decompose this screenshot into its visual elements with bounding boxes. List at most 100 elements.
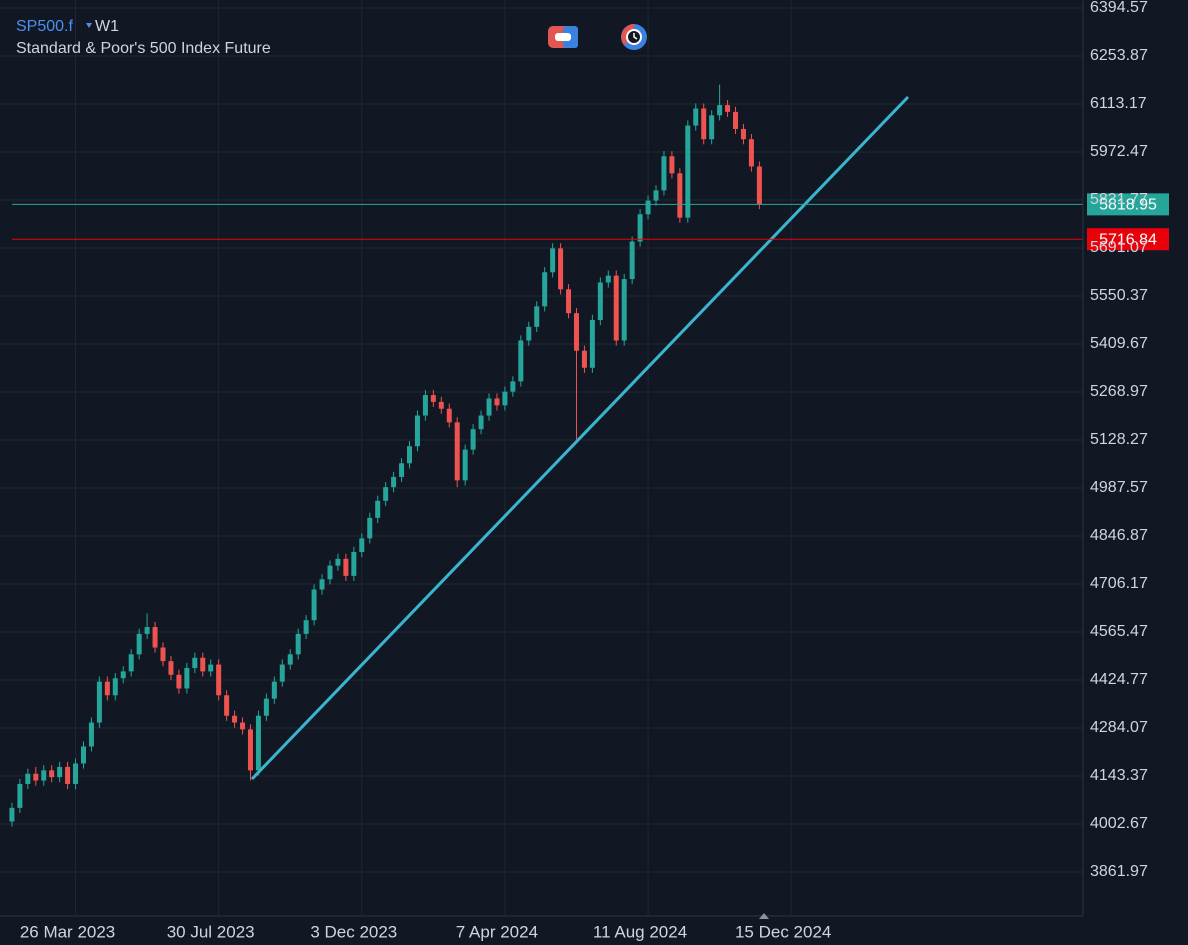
y-tick-label: 5268.97	[1090, 383, 1148, 400]
candle-body	[208, 664, 214, 672]
y-tick-label: 3861.97	[1090, 863, 1148, 880]
candle-body	[438, 401, 444, 409]
y-tick-label: 6394.57	[1090, 0, 1148, 16]
x-tick-label: 26 Mar 2023	[20, 922, 115, 941]
candle-body	[430, 395, 436, 402]
trade-button[interactable]	[548, 26, 578, 48]
candle-body	[343, 558, 349, 576]
candle-body	[629, 241, 635, 280]
candle-body	[613, 275, 619, 341]
candle-body	[748, 139, 754, 167]
candle-body	[9, 807, 15, 822]
candle-body	[88, 722, 94, 747]
y-tick-label: 4284.07	[1090, 719, 1148, 736]
y-tick-label: 5691.07	[1090, 239, 1148, 256]
y-tick-label: 5128.27	[1090, 431, 1148, 448]
candle-body	[57, 766, 63, 778]
candle-body	[128, 654, 134, 672]
price-label-box	[1087, 228, 1169, 251]
y-tick-label: 4424.77	[1090, 671, 1148, 688]
y-tick-label: 6113.17	[1090, 95, 1147, 112]
price-label: 5818.95	[1099, 197, 1157, 214]
candle-body	[271, 681, 277, 699]
y-tick-label: 4706.17	[1090, 575, 1148, 592]
candle-body	[407, 446, 413, 464]
candle-body	[351, 551, 357, 576]
candle-body	[287, 654, 293, 665]
candle-body	[80, 746, 86, 764]
candle-body	[581, 350, 587, 368]
candle-body	[311, 589, 317, 621]
clock-hands	[633, 33, 638, 40]
candle-body	[33, 773, 39, 781]
price-lines: 5818.95 5716.84	[12, 193, 1169, 251]
price-label: 5716.84	[1099, 231, 1157, 248]
current-bar-marker	[759, 913, 769, 919]
candle-body	[653, 190, 659, 201]
y-tick-label: 5972.47	[1090, 143, 1148, 160]
trend-line[interactable]	[250, 95, 910, 781]
candle-body	[637, 214, 643, 242]
candle-body	[391, 476, 397, 488]
candle-body	[589, 320, 595, 368]
candle-body	[176, 674, 182, 689]
candle-body	[160, 647, 166, 662]
candle-body	[454, 422, 460, 481]
x-tick-label: 30 Jul 2023	[167, 922, 255, 941]
candle-body	[494, 398, 500, 406]
symbol[interactable]: SP500.f	[16, 18, 73, 35]
candle-body	[168, 661, 174, 675]
candle-body	[224, 695, 230, 716]
candle-body	[645, 200, 651, 215]
y-tick-label: 4846.87	[1090, 527, 1148, 544]
candle-body	[375, 500, 381, 518]
candle-body	[542, 272, 548, 307]
y-tick-label: 5831.77	[1090, 191, 1148, 208]
candle-body	[319, 579, 325, 590]
candle-body	[462, 449, 468, 481]
candle-body	[446, 408, 452, 423]
candle-body	[152, 627, 158, 648]
candle-body	[383, 487, 389, 501]
x-tick-label: 11 Aug 2024	[593, 922, 687, 941]
candle-body	[399, 463, 405, 477]
candle-body	[701, 108, 707, 140]
y-tick-label: 4143.37	[1090, 767, 1148, 784]
candle-body	[65, 766, 71, 784]
y-tick-label: 4002.67	[1090, 815, 1148, 832]
candle-body	[216, 664, 222, 696]
clock-button[interactable]	[621, 24, 647, 50]
candle-body	[247, 729, 253, 771]
candle-body	[534, 306, 540, 327]
candle-body	[184, 667, 190, 689]
candle-body	[144, 627, 150, 634]
candle-body	[41, 770, 47, 781]
candle-body	[470, 429, 476, 450]
candle-body	[740, 128, 746, 140]
candle-body	[73, 763, 79, 784]
y-tick-label: 4565.47	[1090, 623, 1148, 640]
instrument-name: Standard & Poor's 500 Index Future	[16, 40, 271, 57]
candle-body	[550, 248, 556, 273]
candle-body	[605, 275, 611, 283]
candle-body	[200, 657, 206, 672]
candle-body	[677, 173, 683, 218]
candle-body	[96, 681, 102, 723]
candle-body	[303, 620, 309, 634]
candle-body	[558, 248, 564, 290]
y-tick-label: 5409.67	[1090, 335, 1148, 352]
candle-body	[518, 340, 524, 382]
candle-body	[327, 565, 333, 580]
candle-body	[359, 538, 365, 552]
timeframe[interactable]: W1	[95, 18, 119, 35]
symbol-dropdown[interactable]	[86, 23, 92, 28]
candle-body	[573, 313, 579, 351]
candle-body	[120, 671, 126, 679]
candles	[9, 84, 762, 827]
candle-body	[49, 770, 55, 778]
candle-body	[621, 279, 627, 341]
grid	[0, 0, 1083, 916]
candle-body	[597, 282, 603, 321]
candle-body	[136, 633, 142, 655]
candle-body	[335, 558, 341, 566]
